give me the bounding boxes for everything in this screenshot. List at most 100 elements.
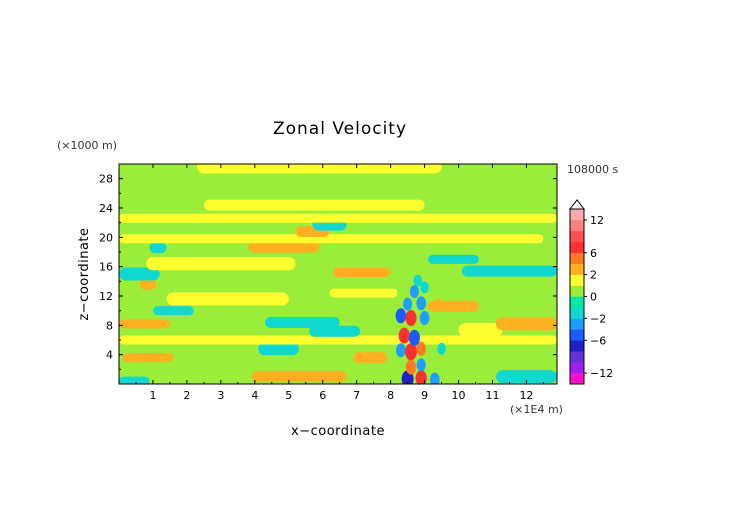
- x-axis: 1 2 3 4 5 6 7 8 9 10 11 12: [135, 164, 544, 402]
- colorbar: 12 6 2 0 −2 −6 −12: [568, 199, 613, 385]
- contour-band: [461, 265, 557, 277]
- contour-spot: [405, 310, 417, 326]
- contour-band: [119, 335, 557, 345]
- contour-band: [458, 323, 503, 337]
- contour-spot: [395, 308, 407, 324]
- contour-band: [152, 306, 194, 316]
- x-tick-label: 1: [149, 389, 156, 402]
- contour-band: [265, 316, 340, 328]
- colorbar-segment: [570, 219, 584, 232]
- colorbar-segment: [570, 351, 584, 363]
- contour-band: [197, 164, 442, 174]
- colorbar-segment: [570, 263, 584, 275]
- contour-spot: [433, 298, 443, 311]
- z-unit-label: (×1000 m): [57, 139, 117, 152]
- z-tick-label: 8: [106, 319, 113, 332]
- x-tick-label: 11: [485, 389, 499, 402]
- contour-band: [119, 319, 170, 329]
- contour-band: [309, 325, 361, 337]
- x-tick-label: 5: [285, 389, 292, 402]
- z-tick-label: 28: [99, 173, 113, 186]
- z-axis-label: z−coordinate: [77, 227, 92, 320]
- colorbar-segment: [570, 373, 584, 385]
- contour-spot: [420, 281, 429, 294]
- colorbar-label: 0: [590, 291, 597, 304]
- chart-title: Zonal Velocity: [273, 119, 407, 139]
- colorbar-segment: [570, 340, 584, 352]
- contour-band: [146, 257, 296, 271]
- z-tick-label: 4: [106, 349, 113, 362]
- contour-band: [427, 254, 479, 264]
- colorbar-segment: [570, 329, 584, 341]
- contour-spot: [416, 358, 426, 372]
- contour-spot: [416, 296, 427, 311]
- contour-band: [495, 317, 557, 331]
- contour-spot: [398, 327, 410, 344]
- colorbar-segment: [570, 209, 584, 221]
- contour-band: [166, 292, 289, 306]
- time-label: 108000 s: [567, 163, 618, 176]
- x-tick-label: 3: [217, 389, 224, 402]
- colorbar-label: 2: [590, 269, 597, 282]
- colorbar-segment: [570, 230, 584, 243]
- contour-spot: [408, 329, 420, 346]
- contour-spot: [415, 370, 427, 384]
- colorbar-label: −6: [590, 334, 606, 347]
- colorbar-label: 12: [590, 214, 604, 227]
- contour-band: [353, 352, 388, 364]
- contour-spot: [405, 359, 417, 375]
- contour-band: [495, 370, 557, 384]
- colorbar-segment: [570, 362, 584, 374]
- z-tick-label: 12: [99, 290, 113, 303]
- contour-band: [139, 278, 157, 290]
- z-tick-label: 16: [99, 261, 113, 274]
- x-tick-label: 4: [251, 389, 258, 402]
- x-tick-label: 2: [183, 389, 190, 402]
- x-tick-label: 9: [421, 389, 428, 402]
- contour-band: [258, 342, 299, 356]
- contour-band: [149, 242, 167, 254]
- x-tick-label: 7: [353, 389, 360, 402]
- contour-band: [119, 376, 150, 384]
- x-tick-label: 12: [519, 389, 533, 402]
- contour-spot: [395, 343, 406, 358]
- z-tick-label: 24: [99, 202, 113, 215]
- heatmap-plot-area: [119, 164, 557, 384]
- contour-band: [329, 288, 398, 298]
- colorbar-label: −2: [590, 312, 606, 325]
- x-axis-label: x−coordinate: [291, 424, 385, 439]
- z-tick-label: 20: [99, 231, 113, 244]
- contour-band: [251, 371, 347, 383]
- contour-spot: [416, 341, 427, 356]
- colorbar-segment: [570, 296, 584, 308]
- colorbar-segment: [570, 285, 584, 297]
- contour-band: [122, 353, 174, 363]
- contour-band: [119, 213, 557, 223]
- contour-spot: [409, 285, 419, 299]
- plot-frame: [118, 163, 558, 385]
- x-tick-label: 6: [319, 389, 326, 402]
- x-unit-label: (×1E4 m): [510, 403, 563, 416]
- contour-spot: [413, 274, 422, 287]
- x-tick-label: 10: [452, 389, 466, 402]
- contour-spot: [403, 297, 413, 311]
- contour-spot: [405, 343, 417, 361]
- colorbar-segment: [570, 307, 584, 319]
- contour-band: [119, 267, 160, 281]
- colorbar-segment: [570, 252, 584, 264]
- z-axis: 4 8 12 16 20 24 28: [99, 173, 557, 370]
- contour-band: [332, 268, 391, 278]
- contour-spot: [437, 342, 446, 355]
- contour-band: [203, 199, 425, 211]
- contour-band: [119, 234, 544, 244]
- colorbar-segment: [570, 318, 584, 330]
- colorbar-label: 6: [590, 247, 597, 260]
- contour-spot: [429, 372, 440, 384]
- colorbar-label: −12: [590, 367, 613, 380]
- x-tick-label: 8: [387, 389, 394, 402]
- colorbar-segment: [570, 241, 584, 254]
- contour-spot: [419, 311, 430, 325]
- colorbar-segment: [570, 274, 584, 286]
- colorbar-extend-triangle: [568, 199, 586, 210]
